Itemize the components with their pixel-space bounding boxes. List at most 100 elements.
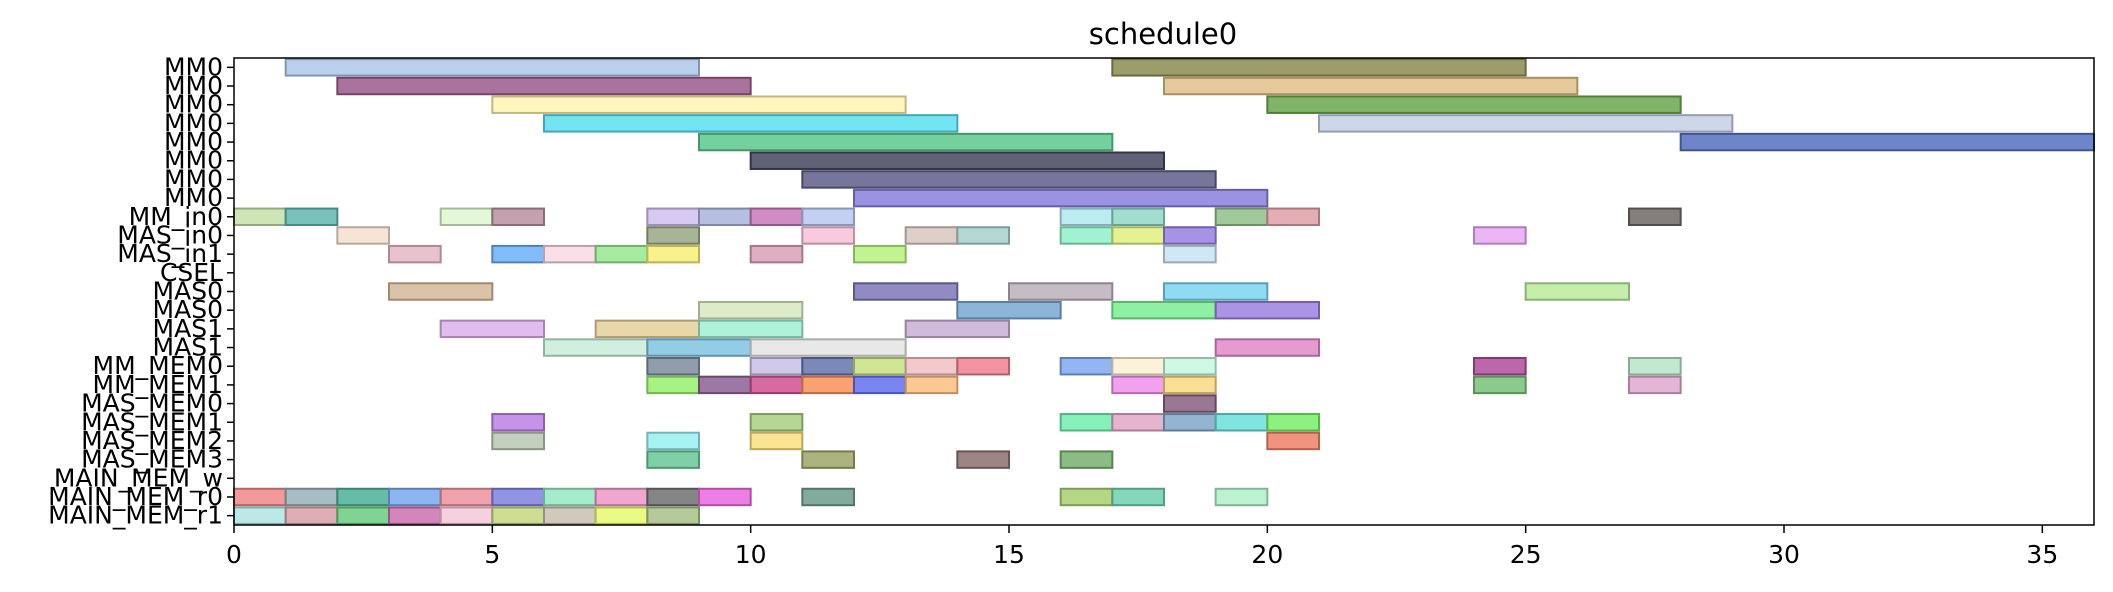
task-bar-39 (646, 244, 700, 264)
task-bar-100 (388, 487, 442, 507)
task-bar-81 (1163, 394, 1217, 413)
task-bar-6 (543, 114, 959, 133)
task-bar-74 (801, 375, 855, 395)
task-bar-32 (1111, 226, 1166, 245)
task-bar-96 (1059, 450, 1114, 469)
task-bar-41 (853, 244, 907, 264)
task-bar-55 (904, 319, 1011, 339)
x-tick-label: 10 (735, 540, 767, 569)
y-tick-label: CSEL (160, 258, 223, 287)
chart-title: schedule0 (1089, 17, 1237, 51)
task-bar-116 (491, 506, 546, 525)
task-bar-84 (1059, 413, 1114, 432)
plot-area-frame (233, 57, 2095, 526)
task-bar-31 (1059, 226, 1114, 245)
task-bar-101 (439, 487, 494, 507)
y-tick-label: MM0 (164, 183, 223, 212)
task-bar-117 (543, 506, 597, 525)
task-bar-60 (646, 357, 700, 376)
y-tick-label: MAS1 (153, 333, 223, 362)
y-tick-label: MAIN_MEM_w (54, 463, 223, 492)
task-bar-21 (1059, 207, 1114, 226)
task-bar-10 (749, 151, 1166, 170)
task-bar-97 (233, 487, 287, 507)
task-bar-14 (284, 207, 339, 226)
task-bar-103 (543, 487, 597, 507)
task-bar-90 (646, 431, 700, 451)
task-bar-118 (594, 506, 649, 525)
x-tick-label: 0 (226, 540, 242, 569)
task-bar-77 (1111, 375, 1166, 395)
task-bar-28 (801, 226, 855, 245)
task-bar-87 (1214, 413, 1269, 432)
task-bar-5 (1266, 95, 1682, 114)
task-bar-3 (1163, 76, 1579, 96)
x-tick-label: 30 (1768, 540, 1800, 569)
task-bar-16 (491, 207, 546, 226)
task-bar-49 (956, 300, 1062, 320)
task-bar-94 (801, 450, 855, 469)
task-bar-34 (1473, 226, 1527, 245)
y-tick-label: MAS0 (153, 295, 223, 324)
task-bar-20 (801, 207, 855, 226)
task-bar-63 (853, 357, 907, 376)
y-tick-label: MAS1 (153, 314, 223, 343)
task-bar-108 (1059, 487, 1114, 507)
y-tick-label: MM0 (164, 127, 223, 156)
task-bar-26 (336, 226, 391, 245)
task-bar-48 (698, 300, 804, 320)
task-bar-107 (801, 487, 855, 507)
y-tick-label: MM_MEM0 (93, 351, 223, 380)
y-tick-label: MM_in0 (129, 202, 223, 231)
task-bar-35 (388, 244, 442, 264)
task-bar-24 (1266, 207, 1321, 226)
task-bar-119 (646, 506, 700, 525)
task-bar-88 (1266, 413, 1321, 432)
task-bar-33 (1163, 226, 1217, 245)
task-bar-50 (1111, 300, 1217, 320)
task-bar-2 (336, 76, 752, 96)
task-bar-27 (646, 226, 700, 245)
y-tick-label: MAS0 (153, 277, 223, 306)
y-tick-label: MAS_MEM2 (81, 426, 223, 455)
task-bar-51 (1214, 300, 1320, 320)
task-bar-43 (388, 282, 494, 301)
task-bar-73 (749, 375, 804, 395)
task-bar-25 (1628, 207, 1682, 226)
task-bar-53 (594, 319, 701, 339)
y-tick-label: MAIN_MEM_r0 (48, 482, 223, 511)
y-tick-label: MAS_MEM1 (81, 407, 223, 436)
y-tick-labels: MM0MM0MM0MM0MM0MM0MM0MM0MM_in0MAS_in0MAS… (48, 52, 234, 530)
task-bar-80 (1628, 375, 1682, 395)
task-bar-7 (1318, 114, 1734, 133)
task-bar-17 (646, 207, 700, 226)
task-bar-83 (749, 413, 804, 432)
task-bar-115 (439, 506, 494, 525)
task-bar-79 (1473, 375, 1527, 395)
task-bar-106 (698, 487, 752, 507)
task-bar-69 (1473, 357, 1527, 376)
task-bar-38 (594, 244, 649, 264)
y-tick-label: MAS_in0 (117, 220, 223, 249)
task-bar-93 (646, 450, 700, 469)
task-bar-91 (749, 431, 804, 451)
x-tick-label: 20 (1251, 540, 1283, 569)
task-bar-112 (284, 506, 339, 525)
task-bar-89 (491, 431, 546, 451)
task-bar-62 (801, 357, 855, 376)
x-tick-label: 25 (1510, 540, 1542, 569)
task-bar-95 (956, 450, 1010, 469)
y-tick-label: MM_MEM1 (93, 370, 223, 399)
task-bar-46 (1163, 282, 1269, 301)
task-bar-40 (749, 244, 804, 264)
task-bar-67 (1111, 357, 1166, 376)
task-bar-15 (439, 207, 494, 226)
task-bar-76 (904, 375, 959, 395)
task-bar-85 (1111, 413, 1166, 432)
task-bar-47 (1524, 282, 1630, 301)
task-bar-59 (1214, 338, 1320, 357)
task-bar-19 (749, 207, 804, 226)
task-bar-105 (646, 487, 700, 507)
task-bar-29 (904, 226, 959, 245)
